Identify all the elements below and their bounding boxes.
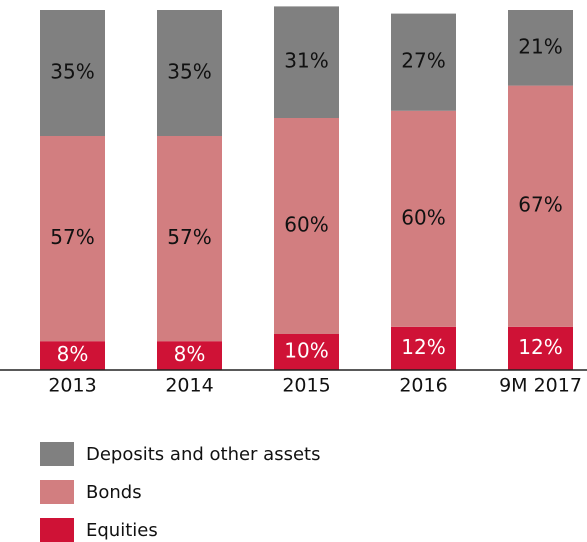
data-label: 8% <box>57 342 89 366</box>
data-label: 21% <box>518 34 562 58</box>
data-label: 60% <box>284 213 328 237</box>
x-tick-label: 2014 <box>165 375 213 397</box>
x-tick-label: 2015 <box>282 375 330 397</box>
data-label: 60% <box>401 205 445 229</box>
x-tick-label: 2016 <box>399 375 447 397</box>
bar-segment <box>274 334 339 370</box>
legend-label: Bonds <box>86 482 142 503</box>
data-label: 27% <box>401 49 445 73</box>
data-label: 31% <box>284 49 328 73</box>
data-label: 35% <box>50 60 94 84</box>
bar-segment <box>157 10 222 136</box>
data-label: 35% <box>167 60 211 84</box>
bar-segment <box>40 136 105 342</box>
bar-segment <box>274 118 339 334</box>
data-label: 10% <box>284 339 328 363</box>
legend-swatch <box>40 442 74 466</box>
bar-segment <box>508 326 573 370</box>
bar-segment <box>391 13 456 111</box>
bar-segment <box>391 110 456 327</box>
legend-swatch <box>40 518 74 542</box>
bar-segment <box>157 136 222 342</box>
bar-segment <box>40 341 105 370</box>
data-label: 57% <box>167 225 211 249</box>
data-label: 67% <box>518 193 562 217</box>
bar-segment <box>40 10 105 136</box>
data-label: 8% <box>174 342 206 366</box>
data-label: 57% <box>50 225 94 249</box>
bar-segment <box>508 10 573 86</box>
bar-segment <box>508 85 573 327</box>
bar-segment <box>157 341 222 370</box>
bar-segment <box>391 326 456 370</box>
bar-segment <box>274 6 339 118</box>
legend-swatch <box>40 480 74 504</box>
data-label: 12% <box>401 335 445 359</box>
data-label: 12% <box>518 335 562 359</box>
legend-label: Deposits and other assets <box>86 444 320 465</box>
x-tick-label: 9M 2017 <box>499 375 582 397</box>
legend-label: Equities <box>86 520 158 541</box>
x-tick-label: 2013 <box>48 375 96 397</box>
